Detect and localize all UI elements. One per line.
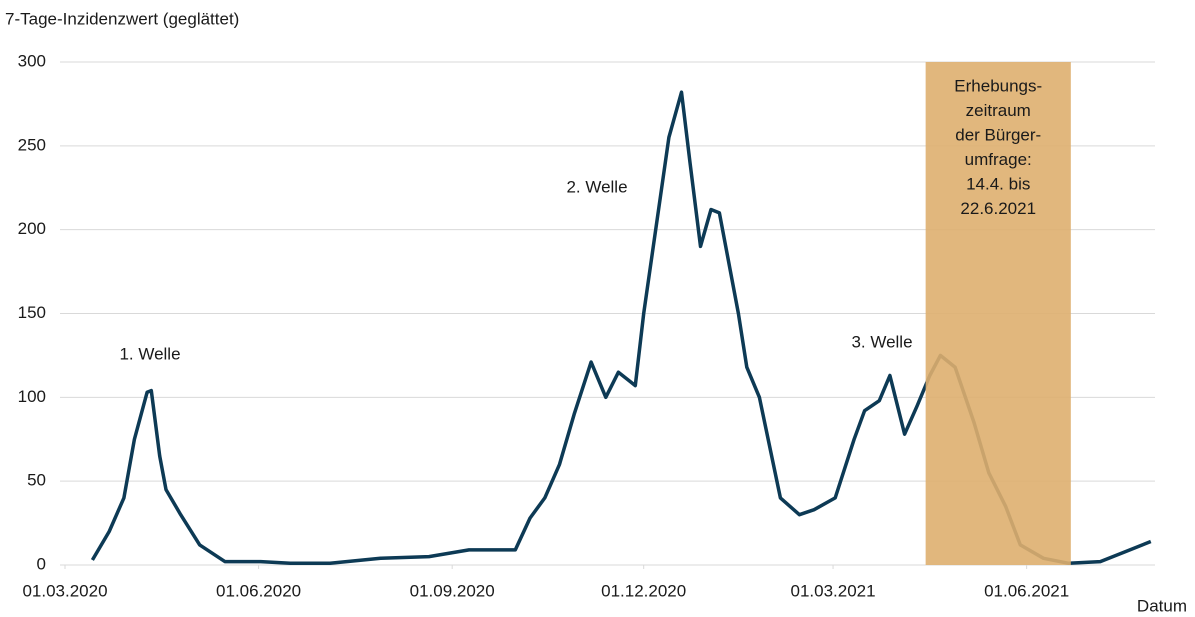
highlight-band (925, 62, 1071, 565)
x-tick-label: 01.09.2020 (410, 581, 495, 600)
y-tick-label: 150 (18, 303, 46, 322)
annotation: 1. Welle (119, 344, 180, 363)
x-tick-label: 01.03.2021 (791, 581, 876, 600)
highlight-label: Erhebungs- (954, 76, 1042, 95)
highlight-label: zeitraum (966, 101, 1031, 120)
highlight-label: der Bürger- (955, 125, 1041, 144)
y-tick-label: 300 (18, 51, 46, 70)
x-tick-label: 01.06.2020 (216, 581, 301, 600)
annotation: 3. Welle (851, 332, 912, 351)
x-tick-label: 01.03.2020 (22, 581, 107, 600)
y-tick-label: 200 (18, 219, 46, 238)
y-tick-label: 50 (27, 471, 46, 490)
highlight-label: 14.4. bis (966, 174, 1030, 193)
y-tick-label: 250 (18, 135, 46, 154)
x-tick-label: 01.12.2020 (601, 581, 686, 600)
y-tick-label: 0 (37, 554, 46, 573)
highlight-label: umfrage: (965, 150, 1032, 169)
y-tick-label: 100 (18, 387, 46, 406)
annotation: 2. Welle (566, 177, 627, 196)
x-axis-title: Datum (1137, 596, 1187, 615)
highlight-label: 22.6.2021 (960, 199, 1036, 218)
y-axis-title: 7-Tage-Inzidenzwert (geglättet) (5, 9, 239, 28)
x-tick-label: 01.06.2021 (984, 581, 1069, 600)
